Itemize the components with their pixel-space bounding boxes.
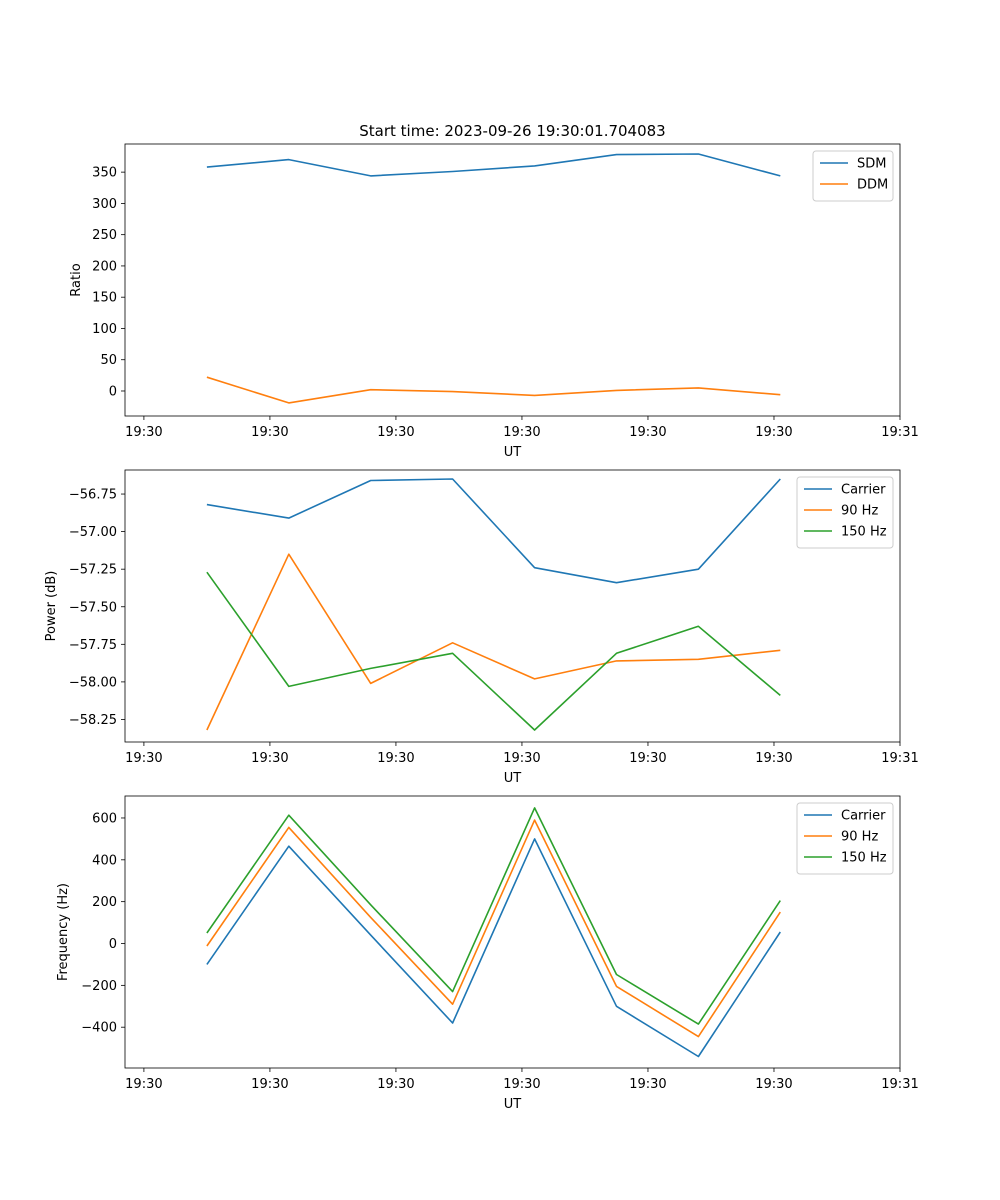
legend-label: SDM: [857, 157, 886, 172]
chart-panel-3: 19:30 19:30 19:30 19:30 19:30 19:30 19:31 −400 −…: [56, 795, 919, 1112]
x-tick-label: 19:30: [125, 425, 162, 440]
x-tick-label: 19:30: [629, 1077, 666, 1092]
x-tick-label: 19:30: [503, 1077, 540, 1092]
y-tick-label: −200: [81, 979, 117, 994]
y-tick-label: −57.25: [69, 563, 117, 578]
x-tick-label: 19:30: [251, 1077, 288, 1092]
x-tick-label: 19:30: [629, 425, 666, 440]
axes-frame: [124, 469, 901, 743]
y-tick-label: −57.50: [69, 600, 117, 615]
x-tick-label: 19:30: [755, 425, 792, 440]
y-tick-label: 100: [92, 322, 117, 337]
legend-label: 90 Hz: [841, 830, 878, 845]
y-tick-label: 150: [92, 291, 117, 306]
y-tick-label: −57.75: [69, 638, 117, 653]
y-axis-label: Ratio: [69, 263, 84, 296]
series-line-carrier: [206, 478, 781, 584]
series-line-150-hz: [206, 571, 781, 731]
x-tick-label: 19:30: [377, 1077, 414, 1092]
chart-panel-2: 19:30 19:30 19:30 19:30 19:30 19:30 19:31 −58.2…: [44, 469, 919, 786]
y-tick-label: 200: [92, 259, 117, 274]
y-tick-label: −58.00: [69, 675, 117, 690]
x-tick-label: 19:31: [881, 1077, 918, 1092]
series-line-90-hz: [206, 819, 781, 1038]
y-tick-label: 250: [92, 228, 117, 243]
legend: Carrier 90 Hz 150 Hz: [796, 476, 894, 549]
x-axis-label: UT: [504, 445, 522, 460]
x-tick-label: 19:30: [125, 1077, 162, 1092]
y-axis-label: Frequency (Hz): [56, 883, 71, 981]
series-line-ddm: [206, 376, 781, 404]
legend: Carrier 90 Hz 150 Hz: [796, 802, 894, 875]
x-tick-label: 19:30: [503, 751, 540, 766]
legend-label: Carrier: [841, 809, 886, 824]
x-axis-label: UT: [504, 1097, 522, 1112]
x-tick-label: 19:30: [755, 1077, 792, 1092]
series-line-sdm: [206, 153, 781, 177]
x-tick-label: 19:30: [251, 751, 288, 766]
legend-label: 150 Hz: [841, 851, 887, 866]
legend-label: DDM: [857, 178, 888, 193]
x-tick-label: 19:30: [503, 425, 540, 440]
y-tick-label: 0: [109, 384, 117, 399]
series-line-150-hz: [206, 807, 781, 1025]
x-tick-label: 19:30: [377, 425, 414, 440]
x-tick-label: 19:30: [251, 425, 288, 440]
y-tick-label: −58.25: [69, 713, 117, 728]
x-tick-label: 19:31: [881, 751, 918, 766]
chart-title: Start time: 2023-09-26 19:30:01.704083: [359, 122, 665, 140]
y-tick-label: −57.00: [69, 525, 117, 540]
y-tick-label: 600: [92, 811, 117, 826]
y-tick-label: 0: [109, 937, 117, 952]
x-tick-label: 19:30: [755, 751, 792, 766]
y-tick-label: −400: [81, 1021, 117, 1036]
y-tick-label: −56.75: [69, 488, 117, 503]
x-tick-label: 19:30: [377, 751, 414, 766]
series-line-carrier: [206, 838, 781, 1058]
axes-frame: [124, 143, 901, 417]
legend: SDM DDM: [812, 150, 894, 202]
series-line-90-hz: [206, 553, 781, 731]
x-tick-label: 19:30: [125, 751, 162, 766]
axes-frame: [124, 795, 901, 1069]
legend-label: 150 Hz: [841, 525, 887, 540]
x-tick-label: 19:31: [881, 425, 918, 440]
y-tick-label: 350: [92, 166, 117, 181]
y-tick-label: 300: [92, 197, 117, 212]
y-tick-label: 50: [100, 353, 117, 368]
y-axis-label: Power (dB): [44, 571, 59, 642]
x-tick-label: 19:30: [629, 751, 666, 766]
y-tick-label: 400: [92, 853, 117, 868]
x-axis-label: UT: [504, 771, 522, 786]
legend-label: Carrier: [841, 483, 886, 498]
legend-label: 90 Hz: [841, 504, 878, 519]
chart-panel-1: Start time: 2023-09-26 19:30:01.704083 19…: [69, 122, 919, 460]
y-tick-label: 200: [92, 895, 117, 910]
